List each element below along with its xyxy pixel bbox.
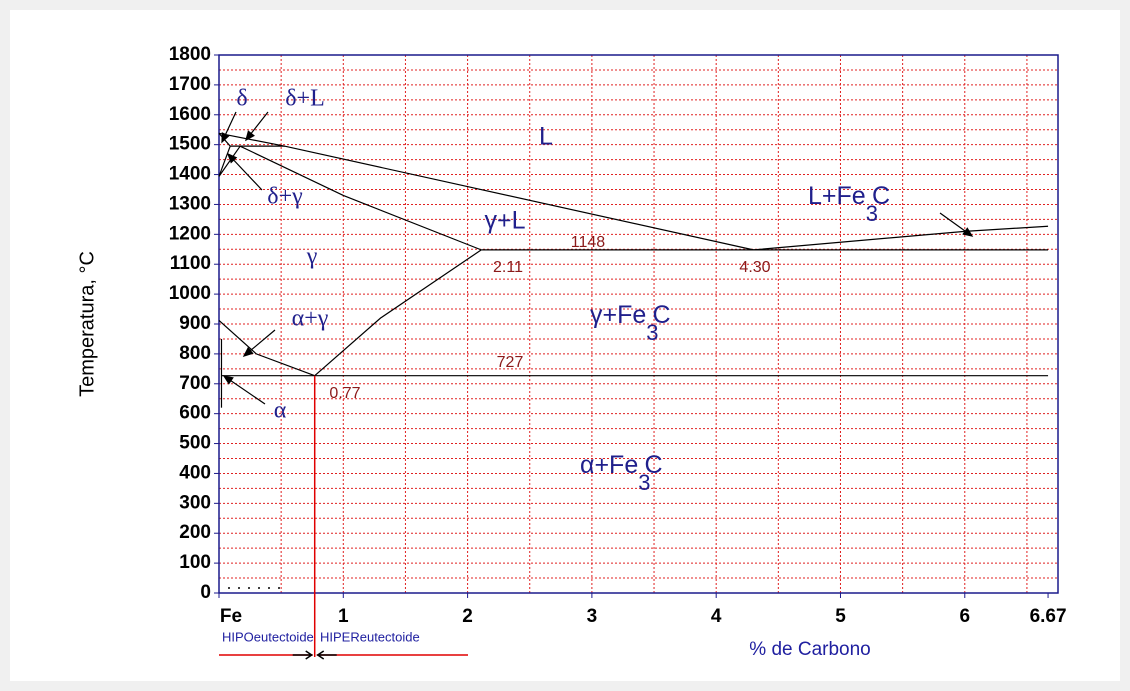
phase-label: γ	[306, 244, 318, 270]
label-arrow	[226, 152, 263, 191]
x-tick-label: 6.67	[1030, 606, 1067, 627]
x-tick-label: Fe	[220, 606, 242, 627]
y-tick-label: 1200	[169, 223, 211, 244]
x-tick-label: 2	[462, 606, 473, 627]
phase-boundary	[314, 249, 482, 377]
x-tick-label: 5	[835, 606, 846, 627]
compound-main: L+Fe	[808, 182, 866, 210]
compound-main: γ+Fe	[590, 301, 646, 329]
region-note: HIPOeutectoide	[222, 629, 314, 644]
y-tick-label: 1500	[169, 134, 211, 155]
y-tick-label: 1400	[169, 164, 211, 185]
compound-label: L+Fe3C	[808, 182, 890, 226]
phase-label: δ+γ	[267, 184, 303, 210]
phase-boundary	[218, 145, 231, 177]
phase-label: α	[274, 398, 287, 424]
point-label: 1148	[571, 234, 606, 251]
x-tick-label: 4	[711, 606, 722, 627]
phase-label: L	[539, 123, 553, 151]
label-arrow	[939, 212, 974, 237]
y-tick-label: 1800	[169, 44, 211, 65]
phase-label: α+γ	[292, 306, 329, 332]
arrow	[292, 650, 314, 660]
phase-boundary	[218, 145, 241, 177]
compound-sub: 3	[866, 201, 878, 226]
x-tick-label: 6	[959, 606, 970, 627]
arrow	[316, 650, 337, 660]
y-tick-label: 1700	[169, 74, 211, 95]
panel	[10, 10, 1120, 681]
y-tick-label: 1000	[169, 283, 211, 304]
phase-label: γ+L	[484, 207, 525, 235]
compound-main: α+Fe	[580, 451, 638, 479]
compound-tail: C	[644, 451, 662, 479]
y-tick-label: 900	[179, 313, 211, 334]
phase-boundary	[239, 145, 482, 251]
point-label: 2.11	[493, 259, 523, 276]
y-tick-label: 400	[179, 462, 211, 483]
y-tick-label: 1300	[169, 193, 211, 214]
y-tick-label: 500	[179, 433, 211, 454]
y-tick-label: 1100	[170, 253, 211, 274]
y-tick-label: 0	[200, 582, 211, 603]
y-tick-label: 100	[179, 552, 211, 573]
compound-label: γ+Fe3C	[590, 301, 671, 345]
y-axis-label: Temperatura, °C	[76, 251, 98, 397]
phase-label: δ+L	[285, 86, 325, 112]
compound-sub: 3	[646, 320, 658, 345]
compound-sub: 3	[638, 470, 650, 495]
y-tick-label: 800	[179, 343, 211, 364]
label-arrow	[222, 375, 266, 405]
compound-label: α+Fe3C	[580, 451, 663, 495]
label-arrow	[245, 111, 269, 142]
point-label: 727	[497, 354, 524, 371]
point-label: 0.77	[329, 385, 360, 402]
label-arrow	[221, 111, 237, 144]
compound-tail: C	[653, 301, 671, 329]
y-tick-label: 200	[179, 522, 211, 543]
phase-boundary	[218, 319, 315, 377]
x-tick-label: 1	[338, 606, 349, 627]
y-tick-label: 700	[179, 373, 211, 394]
y-tick-label: 300	[179, 492, 211, 513]
x-tick-label: 3	[587, 606, 598, 627]
y-tick-label: 1600	[169, 104, 211, 125]
y-tick-label: 600	[179, 403, 211, 424]
label-arrow	[242, 329, 276, 357]
x-axis-label: % de Carbono	[749, 639, 870, 660]
point-label: 4.30	[739, 259, 770, 276]
phase-label: δ	[236, 86, 247, 112]
region-note: HIPEReutectoide	[320, 629, 420, 644]
compound-tail: C	[872, 182, 890, 210]
